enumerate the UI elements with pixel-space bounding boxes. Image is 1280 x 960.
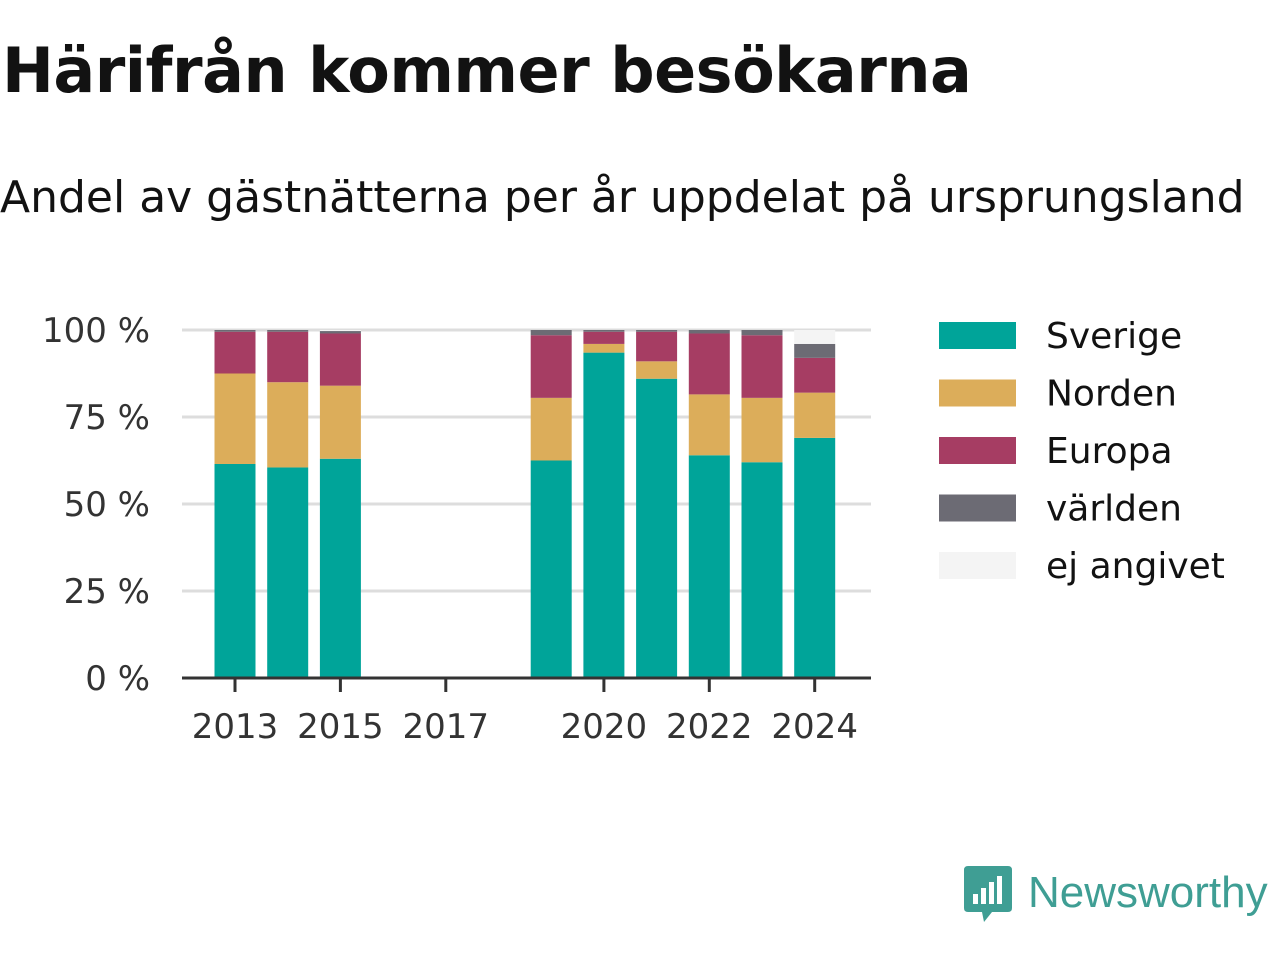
legend-label: Europa: [1046, 431, 1173, 472]
chart-subtitle: Andel av gästnätterna per år uppdelat på…: [0, 172, 1245, 223]
bar-segment-Sverige: [267, 467, 309, 678]
x-tick-label: 2024: [771, 707, 858, 747]
bar-segment-Europa: [688, 333, 730, 395]
y-tick-label: 100 %: [42, 311, 150, 351]
bar-segment-ej-angivet: [319, 330, 361, 332]
bar-segment-Europa: [741, 335, 783, 398]
legend-label: Sverige: [1046, 316, 1182, 357]
bar-segment-Norden: [636, 361, 678, 379]
legend-swatch: [939, 494, 1016, 522]
bar-segment-Europa: [267, 331, 309, 383]
x-tick-label: 2013: [192, 707, 279, 747]
legend-swatch: [939, 437, 1016, 464]
bar-segment-världen: [530, 330, 572, 336]
bar-segment-Norden: [794, 392, 836, 438]
bar-segment-Europa: [583, 331, 625, 344]
bar-segment-Europa: [530, 335, 572, 398]
legend-swatch: [939, 552, 1016, 579]
bar-segment-Norden: [214, 373, 256, 464]
bar-segment-världen: [688, 330, 730, 334]
x-tick-label: 2020: [561, 707, 648, 747]
bar-segment-ej-angivet: [794, 330, 836, 344]
bar-segment-Sverige: [741, 462, 783, 678]
x-tick-label: 2015: [297, 707, 384, 747]
legend-label: Norden: [1046, 374, 1177, 415]
bar-segment-världen: [636, 330, 678, 332]
legend-swatch: [939, 322, 1016, 349]
x-tick-label: 2022: [666, 707, 753, 747]
bar-segment-världen: [583, 330, 625, 332]
bar-segment-Norden: [688, 394, 730, 456]
bar-segment-Sverige: [530, 460, 572, 678]
legend-label: världen: [1046, 489, 1182, 530]
y-tick-label: 75 %: [64, 398, 150, 438]
bar-segment-Norden: [530, 397, 572, 461]
x-tick-label: 2017: [403, 707, 490, 747]
bar-segment-Sverige: [794, 437, 836, 678]
bar-segment-Europa: [214, 331, 256, 374]
bar-segment-Norden: [741, 397, 783, 463]
bar-segment-Sverige: [214, 463, 256, 678]
bar-segment-Norden: [267, 382, 309, 468]
brand-logo: Newsworthy: [962, 862, 1268, 924]
bar-segment-Europa: [319, 333, 361, 386]
brand-name: Newsworthy: [1028, 868, 1268, 917]
y-tick-label: 0 %: [85, 659, 150, 699]
bar-segment-Sverige: [319, 458, 361, 678]
bar-segment-Sverige: [688, 455, 730, 678]
bar-segment-Europa: [636, 331, 678, 362]
bar-segment-världen: [214, 330, 256, 332]
bar-segment-världen: [741, 330, 783, 336]
bar-segment-världen: [319, 331, 361, 334]
bar-segment-Sverige: [636, 378, 678, 678]
bar-segment-världen: [794, 343, 836, 358]
chart-speech-bubble-icon: [964, 866, 1012, 922]
chart-title: Härifrån kommer besökarna: [2, 34, 972, 107]
legend-label: ej angivet: [1046, 546, 1225, 587]
bar-segment-Europa: [794, 357, 836, 393]
bar-segment-Norden: [319, 385, 361, 459]
bar-segment-Norden: [583, 343, 625, 353]
y-tick-label: 25 %: [64, 572, 150, 612]
y-tick-label: 50 %: [64, 485, 150, 525]
legend-swatch: [939, 379, 1016, 407]
bar-segment-Sverige: [583, 352, 625, 678]
bar-segment-världen: [267, 330, 309, 332]
